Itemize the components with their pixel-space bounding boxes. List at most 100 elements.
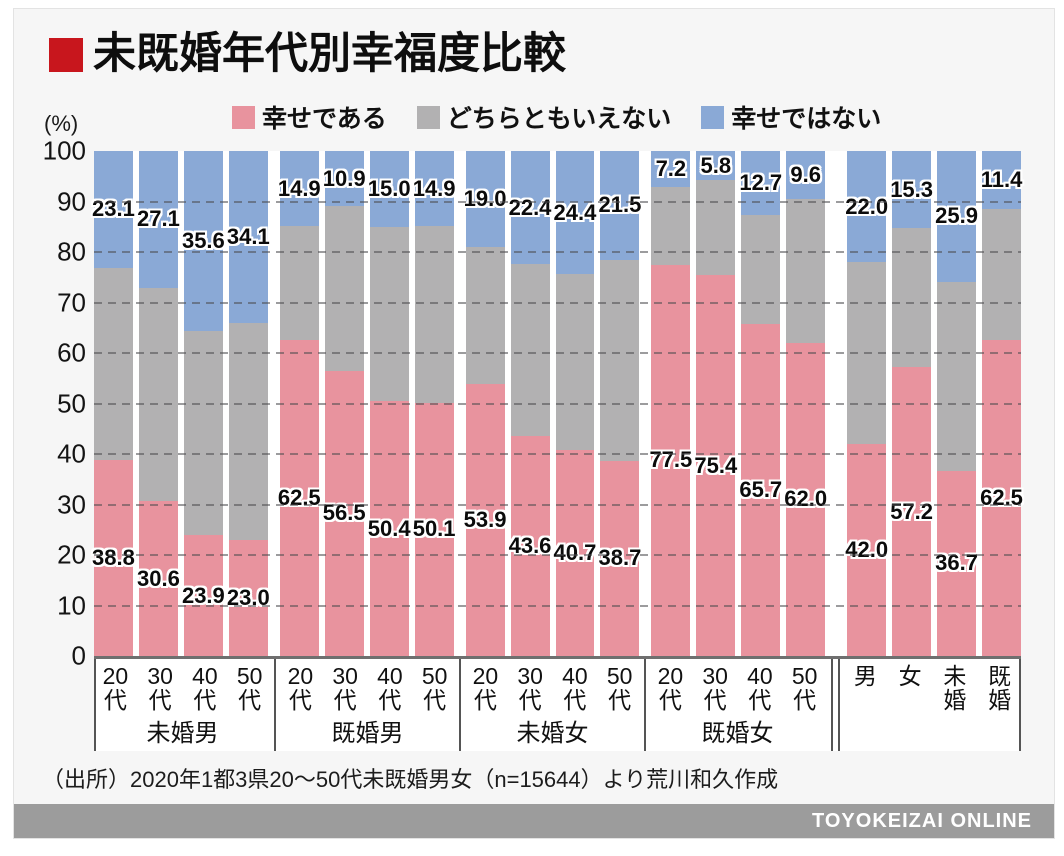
legend-item: 幸せではない bbox=[701, 99, 881, 135]
legend: 幸せである どちらともいえない 幸せではない bbox=[232, 99, 881, 135]
x-axis-categories: 20 代 30 代 40 代 50 代 bbox=[466, 664, 639, 712]
bar-segment-unhappy bbox=[369, 151, 409, 227]
value-label-happy: 38.7 bbox=[598, 545, 642, 571]
bar-segment-happy bbox=[696, 275, 736, 656]
x-group-label bbox=[846, 722, 1019, 748]
value-label-unhappy: 7.2 bbox=[655, 156, 687, 182]
bar-segment-neutral bbox=[138, 287, 178, 502]
value-label-unhappy: 14.9 bbox=[412, 175, 456, 201]
x-category-label: 既 婚 bbox=[988, 663, 1012, 714]
value-label-unhappy: 9.6 bbox=[790, 162, 822, 188]
bar-segment-happy bbox=[94, 460, 133, 656]
y-tick-label: 100 bbox=[42, 135, 86, 166]
bar-segment-neutral bbox=[228, 323, 268, 540]
x-category-label: 50 代 bbox=[236, 663, 263, 714]
legend-item: 幸せである bbox=[232, 99, 387, 135]
bar: 35.6 23.9 bbox=[181, 151, 225, 656]
bar: 27.1 30.6 bbox=[137, 151, 180, 656]
bar-segment-neutral bbox=[369, 226, 409, 402]
source-note: （出所）2020年1都3県20〜50代未既婚男女（n=15644）より荒川和久作… bbox=[42, 767, 779, 792]
x-category-label: 40 代 bbox=[747, 663, 773, 714]
y-tick-label: 80 bbox=[57, 236, 86, 267]
value-label-happy: 30.6 bbox=[137, 565, 180, 591]
value-label-unhappy: 5.8 bbox=[700, 152, 732, 178]
legend-label: 幸せである bbox=[262, 105, 387, 133]
value-label-happy: 53.9 bbox=[463, 506, 507, 532]
bar: 21.5 38.7 bbox=[598, 151, 642, 656]
value-label-unhappy: 27.1 bbox=[137, 206, 180, 232]
bar-segment-neutral bbox=[696, 180, 736, 276]
x-group-label: 未婚男 bbox=[146, 720, 219, 747]
bar: 14.9 62.5 bbox=[278, 151, 321, 656]
value-label-unhappy: 35.6 bbox=[181, 227, 225, 253]
bar-segment-unhappy bbox=[183, 151, 223, 331]
legend-swatch-happy bbox=[232, 105, 255, 129]
bar-segment-neutral bbox=[892, 228, 932, 368]
bar-group: 14.9 62.5 10.9 56.5 15.0 50.4 14.9 50.1 bbox=[278, 151, 456, 656]
legend-item: どちらともいえない bbox=[416, 99, 671, 135]
bar: 34.1 23.0 bbox=[227, 151, 270, 656]
value-label-happy: 43.6 bbox=[508, 532, 552, 558]
value-label-unhappy: 10.9 bbox=[322, 165, 366, 191]
x-axis-groups: 20 代 30 代 40 代 50 代未婚男 20 代 30 代 40 代 50 代既婚男 20… bbox=[94, 659, 1021, 751]
bar-segment-happy bbox=[741, 324, 781, 656]
bar-segment-unhappy bbox=[510, 151, 550, 265]
x-axis-group: 20 代 30 代 40 代 50 代既婚男 bbox=[274, 659, 454, 751]
bar-segment-unhappy bbox=[138, 151, 178, 288]
x-category-label: 40 代 bbox=[562, 663, 588, 714]
bar-segment-happy bbox=[279, 340, 319, 656]
chart-card: 未既婚年代別幸福度比較 (%) 幸せである どちらともいえない 幸せではない 0 10… bbox=[13, 8, 1055, 839]
x-category-label: 30 代 bbox=[147, 663, 173, 714]
x-axis-group: 20 代 30 代 40 代 50 代既婚女 bbox=[644, 659, 824, 751]
y-tick-label: 50 bbox=[57, 388, 86, 418]
bar-group: 7.2 77.5 5.8 75.4 12.7 65.7 9.6 62.0 bbox=[649, 151, 827, 656]
bar-segment-neutral bbox=[324, 206, 364, 371]
bar-segment-unhappy bbox=[324, 151, 364, 207]
x-category-label: 50 代 bbox=[606, 663, 633, 714]
value-label-happy: 23.9 bbox=[181, 582, 225, 608]
bar-segment-happy bbox=[228, 539, 268, 656]
bar-segment-neutral bbox=[786, 199, 826, 343]
value-label-happy: 65.7 bbox=[739, 477, 783, 503]
x-category-label: 30 代 bbox=[332, 663, 358, 714]
bar-segment-unhappy bbox=[94, 151, 133, 268]
value-label-unhappy: 22.0 bbox=[845, 193, 889, 219]
value-label-happy: 50.1 bbox=[412, 516, 456, 542]
value-label-unhappy: 11.4 bbox=[980, 166, 1023, 192]
value-label-unhappy: 25.9 bbox=[935, 203, 978, 229]
bar-segment-unhappy bbox=[279, 151, 319, 227]
value-label-unhappy: 15.3 bbox=[890, 176, 934, 202]
bar-segment-happy bbox=[982, 340, 1021, 656]
x-category-label: 40 代 bbox=[192, 663, 218, 714]
bar-segment-happy bbox=[369, 401, 409, 656]
y-tick-label: 60 bbox=[57, 337, 86, 368]
bar-segment-unhappy bbox=[786, 151, 826, 200]
value-label-unhappy: 24.4 bbox=[553, 199, 597, 225]
x-group-label: 既婚女 bbox=[701, 720, 774, 747]
bar-segment-unhappy bbox=[696, 151, 736, 181]
bar-segment-happy bbox=[465, 383, 505, 656]
bar: 22.0 42.0 bbox=[845, 151, 889, 656]
value-label-happy: 57.2 bbox=[890, 498, 934, 524]
x-category-label: 50 代 bbox=[791, 663, 818, 714]
brand-bar: TOYOKEIZAI ONLINE bbox=[14, 804, 1054, 838]
y-tick-label: 20 bbox=[57, 539, 86, 570]
bar-group: 19.0 53.9 22.4 43.6 24.4 40.7 21.5 38.7 bbox=[463, 151, 642, 656]
y-tick-label: 70 bbox=[57, 287, 86, 317]
legend-label: 幸せではない bbox=[731, 105, 882, 133]
x-axis-group: 男女未 婚既 婚 bbox=[831, 659, 1021, 751]
bar-segment-neutral bbox=[937, 281, 977, 471]
bar-segment-happy bbox=[937, 470, 977, 656]
bar-segment-neutral bbox=[279, 226, 319, 341]
bar-group: 23.1 38.8 27.1 30.6 35.6 23.9 34.1 23.0 bbox=[92, 151, 270, 656]
x-category-label: 未 婚 bbox=[943, 663, 967, 714]
page-title: 未既婚年代別幸福度比較 bbox=[93, 30, 566, 78]
x-category-label: 男 bbox=[853, 663, 877, 689]
bar-segment-unhappy bbox=[555, 151, 595, 275]
bar: 14.9 50.1 bbox=[412, 151, 456, 656]
value-label-unhappy: 22.4 bbox=[508, 194, 552, 220]
bar-segment-unhappy bbox=[414, 151, 454, 227]
x-category-label: 20 代 bbox=[472, 663, 499, 714]
bar-segment-happy bbox=[555, 450, 595, 656]
